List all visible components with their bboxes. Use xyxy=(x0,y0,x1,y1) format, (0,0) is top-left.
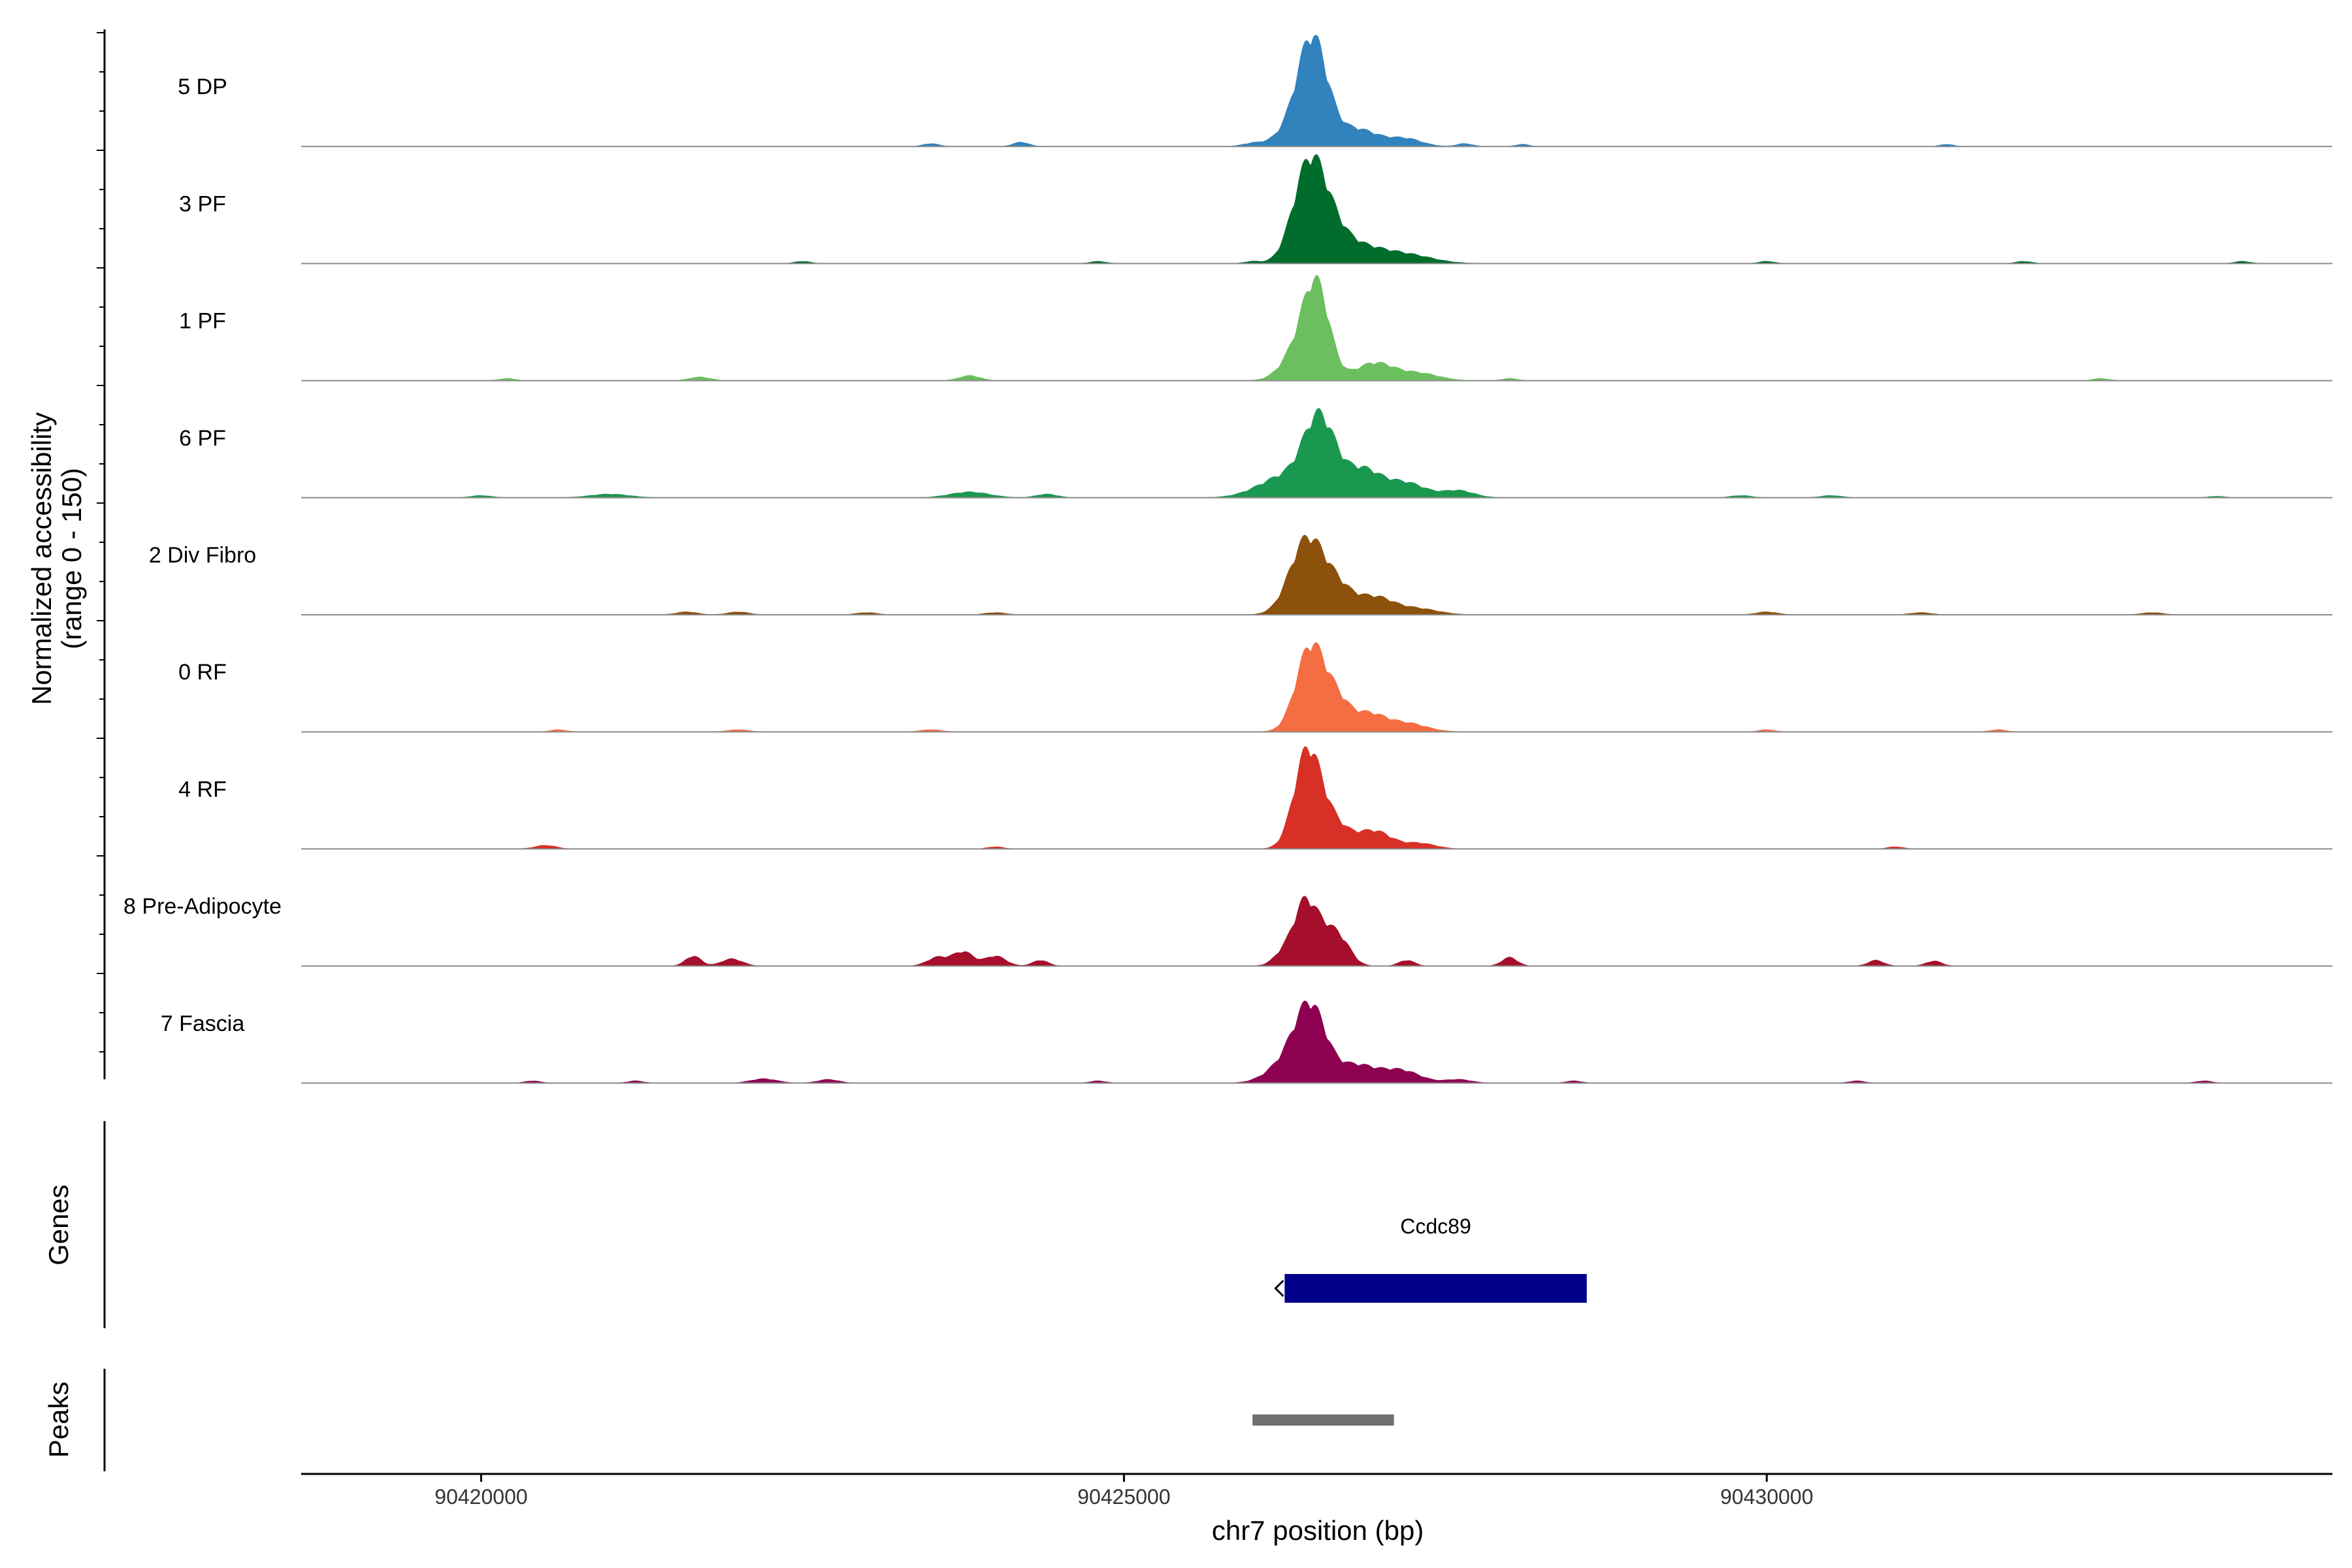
coverage-area xyxy=(301,534,2332,615)
track-label: 5 DP xyxy=(178,74,227,99)
coverage-area xyxy=(301,746,2332,849)
track-label: 6 PF xyxy=(179,426,226,451)
coverage-track: 5 DP xyxy=(178,35,2332,148)
peaks-panel-title: Peaks xyxy=(43,1382,74,1458)
coverage-tracks: 5 DP 3 PF 1 PF 6 PF 2 Div Fibro 0 RF 4 RF 8 Pre… xyxy=(123,35,2332,1084)
coverage-track: 7 Fascia xyxy=(161,1000,2332,1084)
gene-label: Ccdc89 xyxy=(1400,1215,1471,1238)
track-label: 8 Pre-Adipocyte xyxy=(123,894,282,919)
gene-body xyxy=(1284,1274,1587,1303)
coverage-area xyxy=(301,35,2332,147)
coverage-area xyxy=(301,154,2332,264)
strand-arrow-icon xyxy=(1274,1279,1284,1298)
track-label: 7 Fascia xyxy=(161,1011,245,1036)
genes-panel: Ccdc89 xyxy=(1274,1215,1587,1303)
x-tick-label: 90425000 xyxy=(1077,1485,1170,1509)
coverage-track: 4 RF xyxy=(178,746,2332,850)
coverage-track: 2 Div Fibro xyxy=(149,534,2332,615)
peaks-panel xyxy=(1252,1414,1394,1426)
coverage-area xyxy=(301,896,2332,967)
y-axis-title-line1: Normalized accessibility xyxy=(26,412,57,705)
coverage-track: 1 PF xyxy=(179,274,2332,382)
coverage-area xyxy=(301,1000,2332,1084)
x-tick-label: 90430000 xyxy=(1720,1485,1813,1509)
coverage-area xyxy=(301,408,2332,498)
peak-region xyxy=(1252,1414,1394,1426)
genes-panel-title: Genes xyxy=(43,1184,74,1266)
coverage-y-ticks xyxy=(97,32,105,1053)
x-tick-label: 90420000 xyxy=(434,1485,527,1509)
track-label: 1 PF xyxy=(179,309,226,334)
y-axis-title-line2: (range 0 - 150) xyxy=(56,468,87,649)
track-label: 0 RF xyxy=(178,660,227,685)
track-label: 2 Div Fibro xyxy=(149,543,256,568)
x-axis-title: chr7 position (bp) xyxy=(1212,1515,1424,1546)
coverage-track: 6 PF xyxy=(179,408,2332,498)
coverage-track: 8 Pre-Adipocyte xyxy=(123,894,2332,967)
x-axis-ticks: 90420000 90425000 90430000 xyxy=(434,1474,1813,1509)
track-label: 3 PF xyxy=(179,191,226,216)
coverage-area xyxy=(301,642,2332,732)
coverage-area xyxy=(301,274,2332,382)
coverage-track: 3 PF xyxy=(179,154,2332,265)
coverage-track: 0 RF xyxy=(178,642,2332,733)
track-label: 4 RF xyxy=(178,777,227,802)
